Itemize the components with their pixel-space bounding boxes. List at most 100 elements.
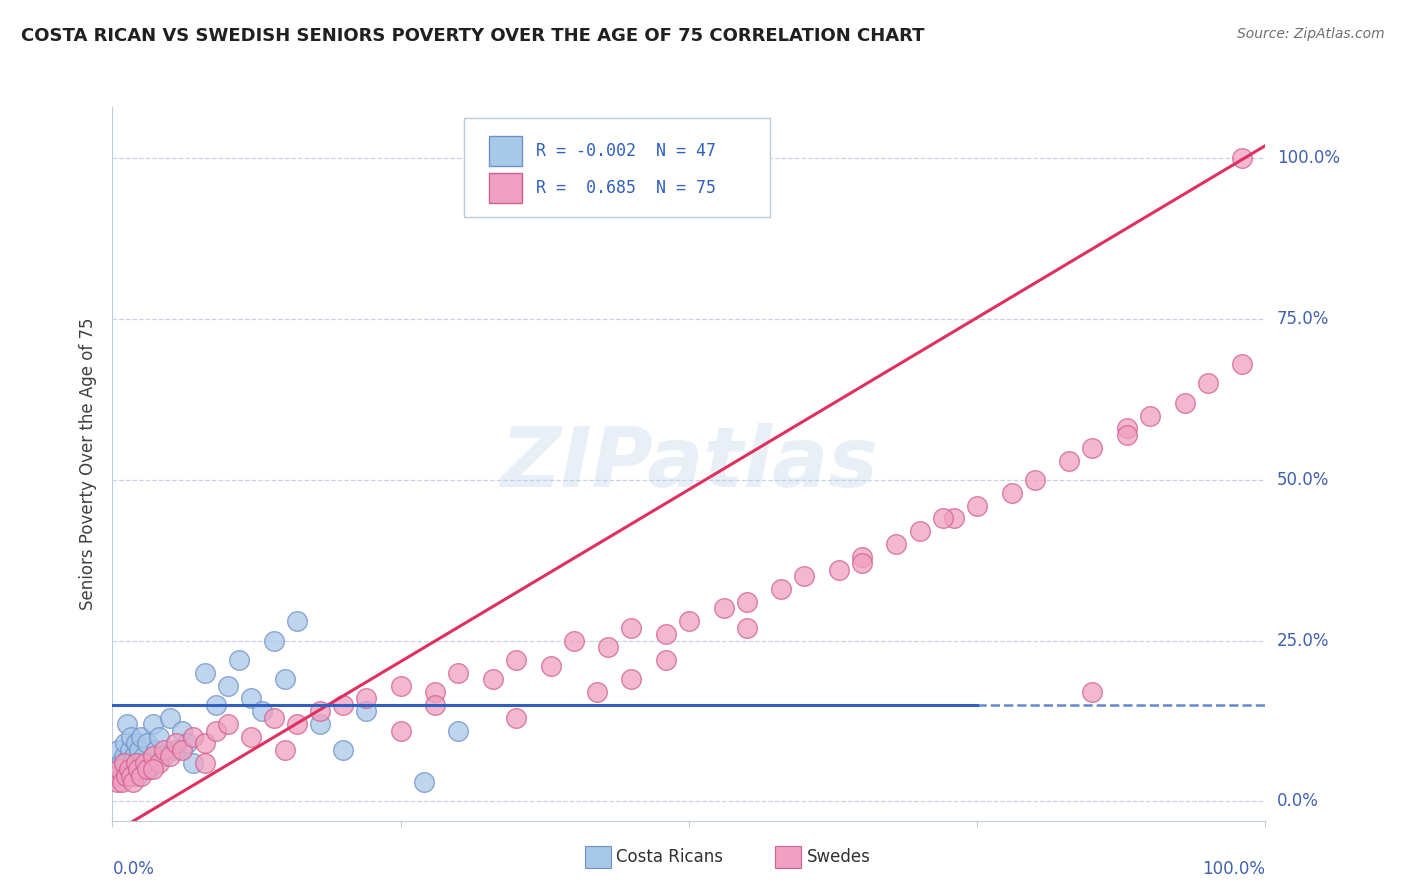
- Y-axis label: Seniors Poverty Over the Age of 75: Seniors Poverty Over the Age of 75: [79, 318, 97, 610]
- Point: [425, 698, 447, 712]
- Point: [425, 685, 447, 699]
- Point: [1116, 428, 1139, 442]
- Point: [104, 762, 127, 776]
- Point: [1197, 376, 1219, 391]
- Point: [655, 653, 678, 667]
- Point: [181, 756, 204, 770]
- Point: [138, 762, 160, 776]
- Point: [1232, 152, 1254, 166]
- Point: [447, 665, 470, 680]
- Point: [121, 756, 143, 770]
- Point: [274, 672, 297, 686]
- Point: [562, 633, 585, 648]
- FancyBboxPatch shape: [489, 136, 522, 166]
- Point: [153, 743, 176, 757]
- Point: [132, 749, 155, 764]
- Point: [598, 640, 620, 654]
- Point: [165, 743, 187, 757]
- Point: [124, 756, 146, 770]
- Point: [107, 743, 129, 757]
- Point: [125, 769, 148, 783]
- Text: 50.0%: 50.0%: [1277, 471, 1329, 489]
- Point: [148, 730, 170, 744]
- Point: [127, 762, 149, 776]
- Point: [181, 730, 204, 744]
- Point: [111, 775, 134, 789]
- Point: [122, 762, 145, 776]
- Point: [148, 756, 170, 770]
- Point: [112, 756, 135, 770]
- Point: [104, 769, 127, 783]
- Point: [142, 717, 165, 731]
- Point: [239, 730, 262, 744]
- FancyBboxPatch shape: [464, 119, 769, 217]
- Point: [735, 595, 758, 609]
- Point: [159, 749, 181, 764]
- Point: [505, 711, 527, 725]
- Text: 0.0%: 0.0%: [112, 860, 155, 878]
- Point: [851, 550, 873, 565]
- Point: [128, 743, 150, 757]
- Point: [713, 601, 735, 615]
- Point: [678, 615, 700, 629]
- FancyBboxPatch shape: [489, 173, 522, 202]
- Point: [239, 691, 262, 706]
- Point: [770, 582, 793, 597]
- Text: Swedes: Swedes: [807, 848, 870, 866]
- FancyBboxPatch shape: [585, 846, 610, 869]
- Point: [129, 762, 152, 776]
- Point: [1059, 453, 1081, 467]
- Point: [354, 704, 377, 718]
- Point: [389, 723, 412, 738]
- Point: [252, 704, 274, 718]
- Point: [114, 737, 136, 751]
- Point: [217, 679, 239, 693]
- Point: [412, 775, 434, 789]
- Point: [966, 499, 988, 513]
- Point: [332, 743, 354, 757]
- Point: [194, 756, 217, 770]
- Point: [447, 723, 470, 738]
- Point: [112, 749, 135, 764]
- Point: [274, 743, 297, 757]
- Point: [205, 723, 228, 738]
- Text: 75.0%: 75.0%: [1277, 310, 1329, 328]
- Point: [159, 711, 181, 725]
- Point: [127, 756, 149, 770]
- Point: [793, 569, 815, 583]
- Point: [122, 775, 145, 789]
- Point: [263, 711, 285, 725]
- Point: [931, 511, 953, 525]
- Point: [136, 762, 159, 776]
- Text: 100.0%: 100.0%: [1277, 150, 1340, 168]
- Point: [285, 615, 308, 629]
- Point: [228, 653, 250, 667]
- Point: [585, 685, 607, 699]
- Point: [655, 627, 678, 641]
- Point: [129, 730, 153, 744]
- Point: [620, 621, 643, 635]
- Point: [943, 511, 966, 525]
- Point: [120, 769, 142, 783]
- Point: [194, 665, 217, 680]
- Point: [110, 756, 132, 770]
- Point: [908, 524, 931, 539]
- Point: [217, 717, 239, 731]
- Text: R = -0.002  N = 47: R = -0.002 N = 47: [536, 142, 716, 160]
- Point: [108, 762, 131, 776]
- Point: [389, 679, 412, 693]
- Point: [620, 672, 643, 686]
- FancyBboxPatch shape: [776, 846, 801, 869]
- Point: [1174, 396, 1197, 410]
- Point: [886, 537, 908, 551]
- Point: [120, 730, 142, 744]
- Point: [482, 672, 505, 686]
- Point: [1081, 685, 1104, 699]
- Point: [111, 769, 134, 783]
- Point: [117, 717, 139, 731]
- Text: COSTA RICAN VS SWEDISH SENIORS POVERTY OVER THE AGE OF 75 CORRELATION CHART: COSTA RICAN VS SWEDISH SENIORS POVERTY O…: [21, 27, 925, 45]
- Point: [851, 557, 873, 571]
- Point: [1116, 421, 1139, 435]
- Text: ZIPatlas: ZIPatlas: [501, 424, 877, 504]
- Point: [135, 756, 157, 770]
